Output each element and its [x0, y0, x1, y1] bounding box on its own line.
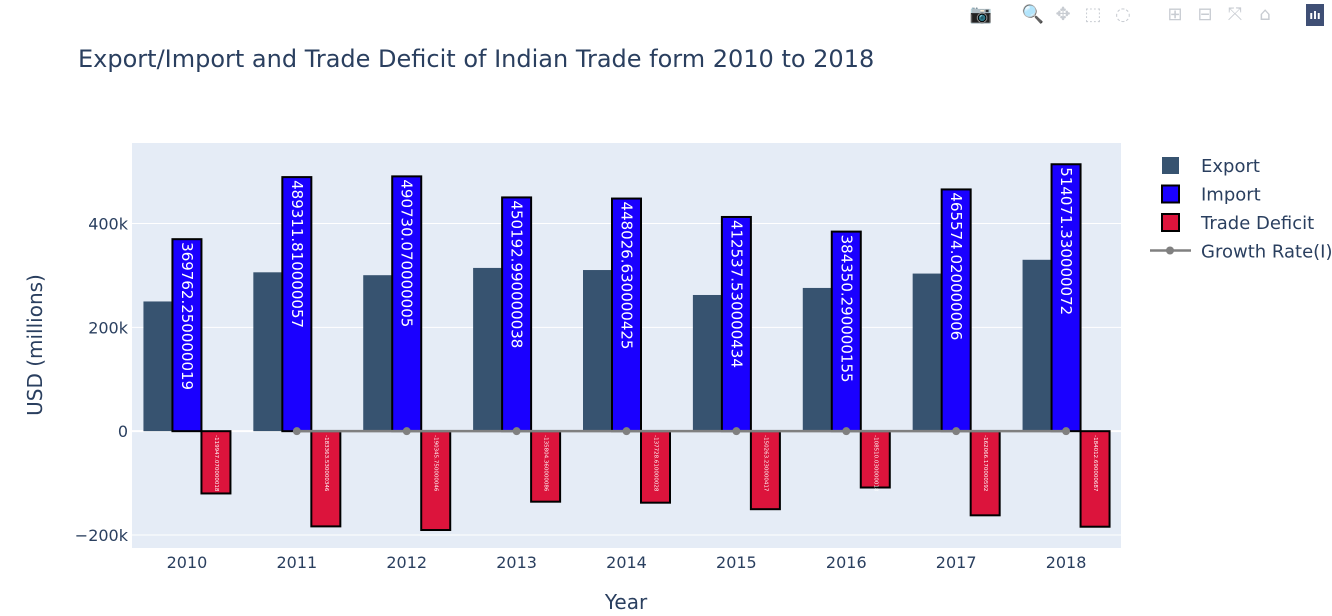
trade-deficit-bar[interactable] — [640, 430, 671, 504]
trade-deficit-data-label: -150263.230000417 — [762, 435, 768, 492]
zoom-out-icon[interactable]: ⊟ — [1197, 4, 1213, 25]
import-bar[interactable] — [171, 238, 203, 433]
import-data-label: 412537.530000434 — [727, 220, 745, 368]
zoom-in-icon[interactable]: ⊞ — [1167, 4, 1183, 25]
growth-rate-point[interactable] — [512, 427, 521, 436]
trade-deficit-data-label: -190345.750000046 — [433, 435, 439, 492]
camera-icon[interactable]: 📷 — [969, 4, 993, 25]
y-tick-label: 200k — [88, 318, 129, 337]
autoscale-icon[interactable]: ⤧ — [1227, 4, 1243, 25]
x-tick-label: 2012 — [386, 553, 427, 572]
y-axis-title: USD (millions) — [23, 274, 47, 416]
export-bar[interactable] — [1022, 259, 1052, 432]
growth-rate-point[interactable] — [732, 427, 741, 436]
import-bar[interactable] — [501, 196, 533, 433]
y-tick-label: −200k — [75, 526, 129, 545]
export-bar[interactable] — [253, 272, 283, 432]
export-legend-swatch — [1162, 157, 1179, 174]
growth-rate-point[interactable] — [952, 427, 961, 436]
lasso-select-icon[interactable]: ◌ — [1115, 4, 1131, 25]
trade-deficit-data-label: -137728.610000028 — [653, 435, 659, 492]
export-bar[interactable] — [912, 273, 942, 432]
modebar: 📷 🔍 ✥ ⬚ ◌ ⊞ ⊟ ⤧ ⌂ ılı — [970, 2, 1324, 28]
import-legend-label[interactable]: Import — [1201, 185, 1261, 206]
growth-line — [292, 427, 1071, 436]
export-bar[interactable] — [802, 287, 832, 432]
import-bar[interactable] — [391, 175, 423, 433]
pan-icon[interactable]: ✥ — [1055, 4, 1071, 25]
y-axis-ticks: −200k 0 200k 400k — [75, 214, 129, 545]
plotly-logo-icon[interactable]: ılı — [1306, 4, 1324, 26]
y-tick-label: 0 — [118, 422, 128, 441]
trade-deficit-data-label: -135804.360000086 — [543, 435, 549, 492]
reset-axes-icon[interactable]: ⌂ — [1259, 4, 1271, 25]
import-bar[interactable] — [720, 215, 752, 433]
x-axis-ticks: 2010 2011 2012 2013 2014 2015 2016 2017 2018 — [167, 553, 1087, 572]
trade-deficit-bar[interactable] — [200, 430, 232, 495]
growth-rate-point[interactable] — [622, 427, 631, 436]
trade-deficit-data-label: -119947.070000018 — [213, 435, 219, 492]
export-bar[interactable] — [583, 270, 612, 432]
growth-rate-i--legend-label[interactable]: Growth Rate(I) — [1201, 242, 1332, 263]
growth-rate-point[interactable] — [842, 427, 851, 436]
trade-deficit-data-label: -108510.030000018 — [872, 435, 878, 492]
trade-deficit-legend-label[interactable]: Trade Deficit — [1200, 213, 1314, 234]
import-data-label: 450192.990000038 — [508, 200, 526, 348]
import-bar[interactable] — [1050, 163, 1082, 433]
trade-deficit-bar[interactable] — [420, 430, 452, 532]
export-bar[interactable] — [473, 267, 503, 432]
import-data-label: 514071.330000072 — [1057, 167, 1075, 315]
trade-deficit-legend-swatch — [1161, 213, 1180, 232]
export-legend-label[interactable]: Export — [1201, 156, 1260, 177]
trade-deficit-bar[interactable] — [530, 430, 562, 503]
legend: Export Import Trade Deficit Growth Rate(I) — [1150, 156, 1332, 263]
chart-title: Export/Import and Trade Deficit of India… — [78, 45, 874, 73]
import-bar[interactable] — [611, 197, 642, 433]
import-data-label: 384350.290000155 — [837, 235, 855, 383]
import-data-label: 489311.810000057 — [288, 180, 306, 328]
import-data-label: 448026.630000425 — [618, 202, 636, 350]
x-tick-label: 2010 — [167, 553, 208, 572]
x-tick-label: 2011 — [276, 553, 317, 572]
x-tick-label: 2015 — [716, 553, 757, 572]
growth-rate-point[interactable] — [1062, 427, 1071, 436]
growth-rate-point[interactable] — [402, 427, 411, 436]
x-axis-title: Year — [604, 590, 648, 614]
export-bar[interactable] — [363, 275, 393, 432]
trade-deficit-bar[interactable] — [969, 430, 1001, 517]
trade-deficit-data-label: -184012.690000687 — [1092, 435, 1098, 492]
x-tick-label: 2016 — [826, 553, 867, 572]
trade-deficit-data-label: -162066.170000592 — [982, 435, 988, 491]
trade-deficit-bar[interactable] — [859, 430, 891, 489]
x-tick-label: 2013 — [496, 553, 537, 572]
import-bar[interactable] — [940, 188, 972, 433]
growth-rate-i--legend-marker — [1166, 246, 1174, 255]
import-legend-swatch — [1161, 184, 1180, 204]
trade-deficit-data-label: -183363.530000346 — [323, 435, 329, 492]
x-tick-label: 2014 — [606, 553, 647, 572]
box-select-icon[interactable]: ⬚ — [1084, 4, 1102, 25]
import-data-label: 490730.070000005 — [398, 179, 416, 327]
export-bar[interactable] — [692, 294, 722, 432]
export-bar[interactable] — [143, 301, 173, 432]
growth-rate-point[interactable] — [292, 427, 301, 436]
zoom-icon[interactable]: 🔍 — [1021, 4, 1045, 25]
bars: 369762.250000019 489311.810000057 490730.0… — [143, 163, 1111, 532]
import-data-label: 369762.250000019 — [178, 242, 196, 390]
x-tick-label: 2017 — [936, 553, 977, 572]
trade-deficit-bar[interactable] — [1079, 430, 1111, 528]
x-tick-label: 2018 — [1046, 553, 1087, 572]
y-tick-label: 400k — [88, 214, 129, 233]
import-data-label: 465574.020000006 — [947, 192, 965, 340]
